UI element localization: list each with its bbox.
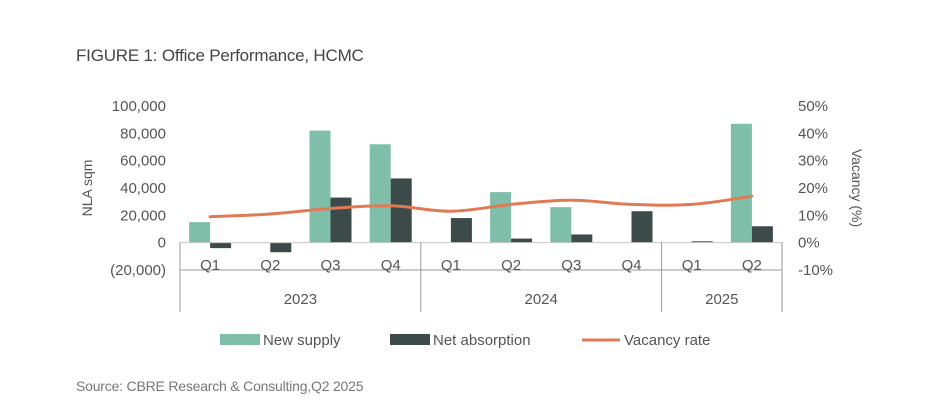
y-axis-label: NLA sqm [79,160,95,217]
year-label: 2025 [705,291,738,308]
year-label: 2024 [525,291,558,308]
category-label: Q1 [200,257,220,274]
left-tick-label: 80,000 [120,125,166,142]
legend-label-vacancy-rate: Vacancy rate [624,332,710,349]
category-label: Q1 [441,257,461,274]
bar-new-supply [550,207,572,243]
right-tick-label: 0% [798,235,820,252]
category-label: Q4 [381,257,401,274]
left-axis: (20,000) 0 20,000 40,000 60,000 80,000 100,000 [110,98,166,279]
year-label: 2023 [284,291,317,308]
right-axis: -10% 0% 10% 20% 30% 40% 50% [798,98,833,279]
bar-new-supply [309,130,331,243]
chart-title: FIGURE 1: Office Performance, HCMC [76,46,364,65]
bar-net-absorption [631,211,653,243]
bar-new-supply [369,144,391,243]
bar-net-absorption [270,242,292,253]
legend-label-net-absorption: Net absorption [433,332,531,349]
left-tick-label: 40,000 [120,180,166,197]
right-tick-label: 40% [798,125,828,142]
bar-new-supply [490,192,512,243]
y2-axis-label: Vacancy (%) [849,149,865,227]
bar-net-absorption [511,238,533,243]
right-tick-label: 50% [798,98,828,115]
left-tick-label: 100,000 [112,98,166,115]
bar-new-supply [189,222,211,243]
bar-net-absorption [751,226,773,243]
vacancy-line-layer [208,194,754,219]
bar-net-absorption [571,234,593,243]
left-tick-label: 60,000 [120,153,166,170]
category-label: Q2 [260,257,280,274]
right-tick-label: 30% [798,153,828,170]
bar-net-absorption [691,241,713,243]
legend: New supply Net absorption Vacancy rate [220,332,710,349]
legend-swatch-net-absorption [390,334,430,345]
bar-net-absorption [330,197,352,243]
bars-layer [180,123,782,253]
legend-swatch-new-supply [220,334,260,345]
bar-net-absorption [210,242,232,249]
left-tick-label: (20,000) [110,262,166,279]
category-label: Q2 [501,257,521,274]
right-tick-label: -10% [798,262,833,279]
bar-net-absorption [390,178,412,243]
category-label: Q4 [621,257,641,274]
category-label: Q2 [742,257,762,274]
category-label: Q3 [320,257,340,274]
category-label: Q1 [682,257,702,274]
category-label: Q3 [561,257,581,274]
left-tick-label: 20,000 [120,207,166,224]
right-tick-label: 10% [798,207,828,224]
vacancy-rate-line [208,194,754,219]
left-tick-label: 0 [158,235,166,252]
bar-new-supply [730,123,752,243]
bar-net-absorption [450,218,472,243]
source-note: Source: CBRE Research & Consulting,Q2 20… [76,378,364,394]
right-tick-label: 20% [798,180,828,197]
legend-label-new-supply: New supply [263,332,341,349]
